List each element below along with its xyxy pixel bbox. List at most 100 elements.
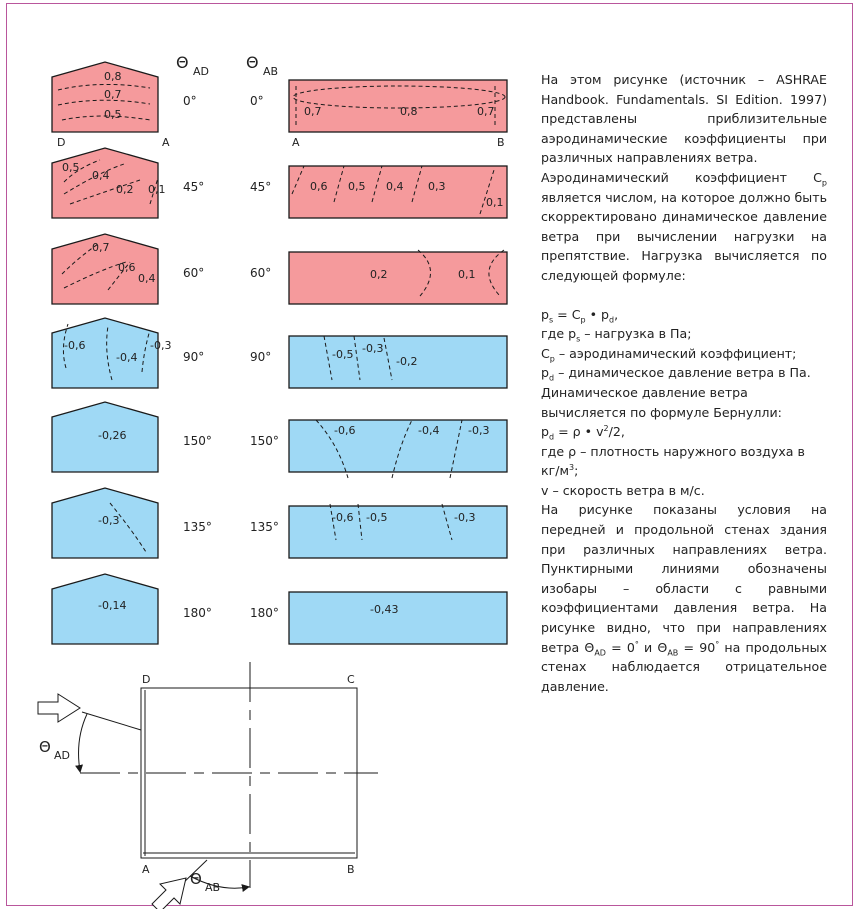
- wall-isobar-4-2: [449, 419, 463, 479]
- plan-theta-ad-symbol: Θ: [39, 738, 51, 756]
- row-1: 0,5 0,4 0,2 0,1 0,6 0,5 0,4 0,3 0,1 45° 45°: [51, 147, 508, 219]
- where-load: где ps – нагрузка в Па;: [541, 326, 692, 344]
- wind-arrow-ad-icon: [37, 693, 81, 723]
- plan-corner-c: C: [347, 673, 355, 686]
- row-4: -0,26 -0,6 -0,4 -0,3 150° 150°: [51, 401, 508, 479]
- wall-label-1-2: 0,4: [386, 180, 404, 193]
- angle-ab-label-0: 0°: [250, 94, 264, 108]
- bernoulli-intro: Динамическое давление ветра вычисляется …: [541, 384, 782, 420]
- angle-ab-label-2: 60°: [250, 266, 271, 280]
- wall-label-3-0: -0,5: [332, 348, 353, 361]
- angle-ad-label-3: 90°: [183, 350, 204, 364]
- gable-isobar-1-1: [63, 163, 125, 195]
- wall-label-5-1: -0,5: [366, 511, 387, 524]
- plan-theta-ad-sub: AD: [54, 749, 70, 762]
- wall-label-1-4: 0,1: [486, 196, 504, 209]
- wall-label-0-2: 0,7: [477, 105, 495, 118]
- angle-ad-label-0: 0°: [183, 94, 197, 108]
- wall-label-1-1: 0,5: [348, 180, 366, 193]
- row-5: -0,3 -0,6 -0,5 -0,3 135° 135°: [51, 487, 508, 559]
- wall-label-0-0: 0,7: [304, 105, 322, 118]
- gable-wall-4: [51, 401, 159, 473]
- wall-label-6-0: -0,43: [370, 603, 398, 616]
- angle-ad-label-1: 45°: [183, 180, 204, 194]
- row-2: 0,7 0,60,4 0,2 0,1 60° 60°: [51, 233, 508, 305]
- wall-isobar-1-0: [291, 165, 305, 195]
- row0-gable-corner-right: A: [162, 136, 170, 149]
- header-theta-ab-sub: AB: [263, 65, 278, 78]
- wall-label-4-0: -0,6: [334, 424, 355, 437]
- gable-label-2-2: 0,4: [138, 272, 156, 285]
- long-wall-6: [288, 591, 508, 645]
- wall-label-5-2: -0,3: [454, 511, 475, 524]
- wall-isobar-1-4: [479, 169, 495, 215]
- gable-isobar-3-2: [141, 329, 151, 373]
- gable-isobar-1-0: [63, 159, 101, 183]
- long-wall-4: [288, 419, 508, 473]
- wall-isobar-4-1: [391, 419, 413, 479]
- gable-wall-1: [51, 147, 159, 219]
- paragraph-conclusion: На рисунке показаны условия на передней …: [541, 502, 827, 694]
- gable-label-5-0: -0,3: [98, 514, 119, 527]
- where-density: где ρ – плотность наружного воздуха в кг…: [541, 443, 805, 479]
- plan-corner-d: D: [142, 673, 150, 686]
- wall-label-3-2: -0,2: [396, 355, 417, 368]
- wall-isobar-2-1: [488, 249, 505, 297]
- explanation-text: На этом рисунке (источник – ASHRAE Handb…: [541, 70, 827, 696]
- wind-direction-line-ad: [81, 711, 142, 731]
- wall-label-3-1: -0,3: [362, 342, 383, 355]
- wall-isobar-1-1: [333, 165, 345, 203]
- header-theta-ab-symbol: Θ: [246, 53, 259, 72]
- wall-isobar-3-0: [323, 335, 333, 381]
- gable-label-2-1: 0,6: [118, 261, 136, 274]
- gable-isobar-2-1: [63, 261, 127, 289]
- row0-wall-corner-left: A: [292, 136, 300, 149]
- header-theta-ad-symbol: Θ: [176, 53, 189, 72]
- angle-ab-label-4: 150°: [250, 434, 279, 448]
- gable-label-1-0: 0,5: [62, 161, 80, 174]
- plan-corner-a: A: [142, 863, 150, 876]
- where-dynamic-pressure: pd – динамическое давление ветра в Па.: [541, 365, 811, 383]
- angle-ab-label-6: 180°: [250, 606, 279, 620]
- wall-isobar-3-2: [383, 337, 393, 381]
- angle-ab-label-3: 90°: [250, 350, 271, 364]
- gable-isobar-0-1: [57, 99, 151, 106]
- gable-isobar-5-0: [109, 502, 147, 553]
- gable-label-3-0: -0,6: [64, 339, 85, 352]
- long-wall-2: [288, 251, 508, 305]
- header-theta-ad-sub: AD: [193, 65, 209, 78]
- where-coefficient: Cp – аэродинамический коэффициент;: [541, 345, 797, 364]
- angle-arc-ad: [75, 713, 88, 773]
- wall-isobar-1-2: [371, 165, 383, 203]
- gable-label-0-0: 0,8: [104, 70, 122, 83]
- row-6: -0,14 -0,43 180° 180°: [51, 573, 508, 645]
- wall-label-4-2: -0,3: [468, 424, 489, 437]
- wall-label-1-3: 0,3: [428, 180, 446, 193]
- gable-label-1-3: 0,1: [148, 183, 166, 196]
- row0-gable-corner-left: D: [57, 136, 65, 149]
- plan-theta-ab-symbol: Θ: [190, 870, 202, 888]
- row-0: 0,8 0,7 0,5 0,7 0,8 0,7 0° 0°: [51, 61, 508, 133]
- angle-ab-label-5: 135°: [250, 520, 279, 534]
- wall-isobar-5-0: [329, 503, 337, 541]
- gable-isobar-3-1: [106, 325, 113, 381]
- paragraph-coefficient: Аэродинамический коэффициент Cp является…: [541, 169, 827, 283]
- gable-wall-3: [51, 317, 159, 389]
- plan-view: [75, 662, 378, 892]
- gable-label-0-1: 0,7: [104, 88, 122, 101]
- wind-arrow-ab-icon: [151, 877, 187, 909]
- gable-isobar-1-2: [69, 179, 141, 205]
- gable-isobar-2-2: [107, 261, 131, 291]
- gable-label-1-1: 0,4: [92, 169, 110, 182]
- wall-label-0-1: 0,8: [400, 105, 418, 118]
- formula-load: ps = Cp • pd,: [541, 306, 619, 325]
- angle-ad-label-4: 150°: [183, 434, 212, 448]
- gable-isobar-0-2: [61, 115, 151, 121]
- plan-theta-ab-sub: AB: [205, 881, 220, 894]
- angle-ad-label-6: 180°: [183, 606, 212, 620]
- long-wall-1: [288, 165, 508, 219]
- wall-isobar-1-3: [411, 165, 423, 203]
- wall-label-2-0: 0,2: [370, 268, 388, 281]
- long-wall-5: [288, 505, 508, 559]
